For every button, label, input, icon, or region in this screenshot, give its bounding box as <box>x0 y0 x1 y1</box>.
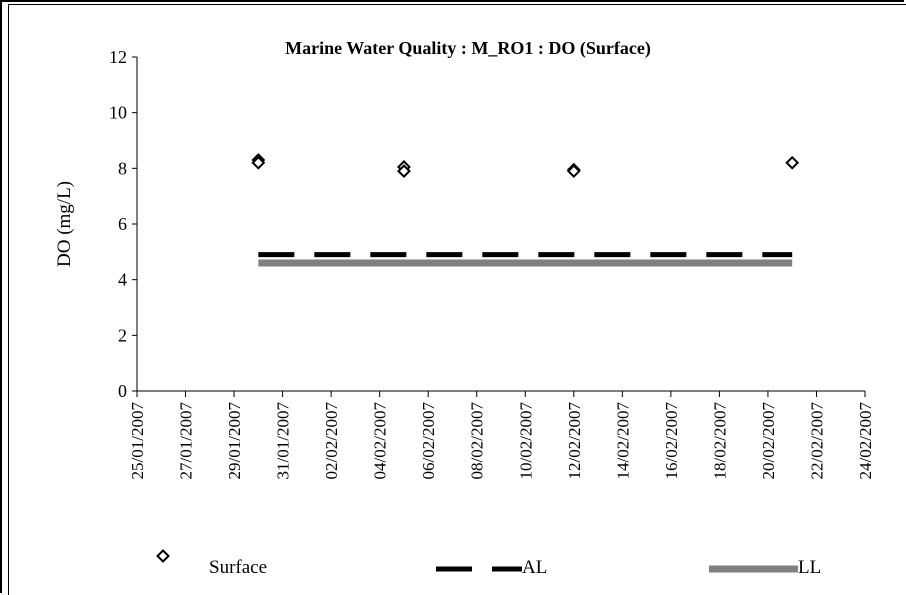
x-tick-label: 22/02/2007 <box>807 402 826 480</box>
y-tick-label: 12 <box>109 47 127 67</box>
x-tick-label: 02/02/2007 <box>322 402 341 480</box>
y-tick-label: 2 <box>118 325 127 345</box>
y-tick-label: 10 <box>109 103 127 123</box>
legend <box>156 549 798 573</box>
surface-point <box>785 155 800 170</box>
x-tick-label: 14/02/2007 <box>613 402 632 480</box>
surface-point <box>566 164 581 179</box>
y-ticks: 0 2 4 6 8 10 12 <box>109 47 137 401</box>
x-tick-label: 27/01/2007 <box>177 402 196 480</box>
y-tick-label: 4 <box>118 270 127 290</box>
x-tick-label: 29/01/2007 <box>225 402 244 480</box>
chart-title: Marine Water Quality : M_RO1 : DO (Surfa… <box>285 38 651 59</box>
y-tick-label: 6 <box>118 214 127 234</box>
x-tick-label: 25/01/2007 <box>128 402 147 480</box>
legend-ll-label: LL <box>798 557 822 578</box>
surface-point <box>251 155 266 170</box>
legend-surface-marker <box>156 549 170 563</box>
y-axis-label: DO (mg/L) <box>54 181 75 267</box>
y-tick-label: 8 <box>118 158 127 178</box>
x-tick-label: 16/02/2007 <box>662 402 681 480</box>
x-tick-label: 08/02/2007 <box>468 402 487 480</box>
series-layer <box>251 153 800 267</box>
x-tick-label: 31/01/2007 <box>274 402 293 480</box>
x-ticks: 25/01/2007 27/01/2007 29/01/2007 31/01/2007… <box>128 391 875 479</box>
y-tick-label: 0 <box>118 381 127 401</box>
legend-al-label: AL <box>522 557 548 578</box>
x-tick-label: 04/02/2007 <box>371 402 390 480</box>
x-tick-label: 06/02/2007 <box>419 402 438 480</box>
axes <box>136 57 865 392</box>
frame-top-rule <box>8 4 906 5</box>
frame-left-rule <box>8 4 9 595</box>
x-tick-label: 20/02/2007 <box>759 402 778 480</box>
x-tick-label: 18/02/2007 <box>710 402 729 480</box>
x-tick-label: 12/02/2007 <box>565 402 584 480</box>
legend-surface-label: Surface <box>209 557 268 578</box>
x-tick-label: 10/02/2007 <box>516 402 535 480</box>
x-tick-label: 24/02/2007 <box>856 402 875 480</box>
surface-point <box>397 164 411 179</box>
